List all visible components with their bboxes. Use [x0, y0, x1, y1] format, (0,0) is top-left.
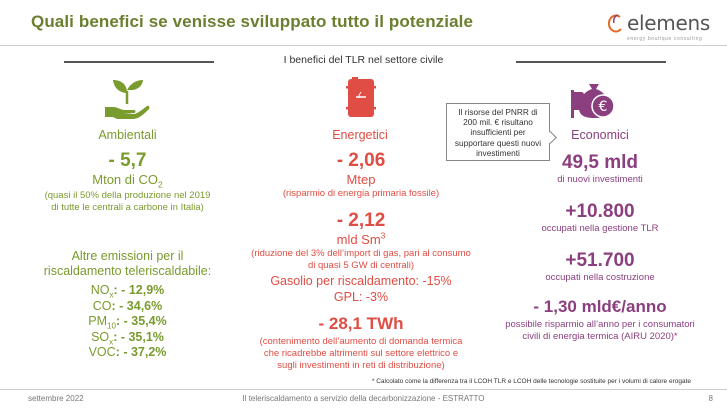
money-bag-euro-icon: € [571, 84, 615, 118]
emission-name: CO [92, 298, 112, 313]
risparmio-note: possibile risparmio all’anno per i consu… [505, 319, 695, 342]
page-title: Quali benefici se venisse sviluppato tut… [31, 12, 474, 31]
emission-name: NO [90, 283, 110, 297]
gasolio-reduction: Gasolio per riscaldamento: -15% [270, 274, 452, 288]
logo-text: elemens [627, 11, 710, 35]
emission-row: SOx: - 35,1% [40, 330, 215, 346]
footer-date: settembre 2022 [28, 394, 84, 403]
emission-row: PM10: - 35,4% [40, 314, 215, 330]
emission-subscript: x [109, 337, 114, 346]
risparmio-value: - 1,30 mld€/anno [533, 297, 667, 316]
gas-value: - 2,12 [336, 210, 386, 231]
elemens-logo: elemens energy boutique consulting [607, 11, 717, 42]
mtep-unit: Mtep [346, 172, 376, 187]
category-label-ambientali: Ambientali [98, 128, 157, 142]
gas-unit: mld Sm3 [336, 230, 386, 247]
plant-in-hand-icon [105, 80, 150, 119]
twh-value: - 28,1 TWh [318, 314, 404, 333]
energetici-block: - 2,06 Mtep (risparmio di energia primar… [250, 150, 472, 372]
logo-tagline: energy boutique consulting [627, 36, 703, 42]
mtep-note: (risparmio di energia primaria fossile) [282, 188, 440, 199]
economici-block: 49,5 mld di nuovi investimenti +10.800 o… [505, 152, 695, 343]
section-label: I benefici del TLR nel settore civile [283, 54, 444, 66]
section-line-right [516, 61, 666, 63]
mtep-value: - 2,06 [336, 150, 386, 171]
category-label-economici: Economici [571, 128, 629, 142]
other-emissions-block: Altre emissioni per il riscaldamento tel… [40, 249, 215, 361]
page-number: 8 [708, 394, 713, 403]
emission-subscript: x [109, 290, 114, 300]
footer-title: Il teleriscaldamento a servizio della de… [242, 394, 485, 403]
section-line-left [64, 61, 214, 63]
gas-note: (riduzione del 3% dell’import di gas, pa… [251, 248, 471, 271]
emission-value: : - 35,1% [113, 329, 164, 344]
pnrr-callout: Il risorse del PNRR di 200 mil. € risult… [446, 103, 550, 161]
co2-unit: Mton di CO2 [92, 172, 163, 190]
emission-row: CO: - 34,6% [40, 299, 215, 315]
emission-row: NOx: - 12,9% [40, 283, 215, 299]
gpl-reduction: GPL: -3% [333, 290, 389, 304]
co2-value: - 5,7 [108, 150, 147, 171]
emission-value: : - 35,4% [116, 314, 167, 328]
emission-name: PM [88, 314, 107, 328]
oil-barrel-icon [346, 77, 376, 117]
emission-value: : - 37,2% [115, 345, 167, 359]
investimenti-value: 49,5 mld [561, 152, 639, 173]
emission-name: SO [91, 329, 110, 344]
emission-name: VOC [88, 345, 116, 359]
emission-value: : - 34,6% [111, 298, 163, 313]
emissions-list: NOx: - 12,9% CO: - 34,6% PM10: - 35,4% SOx:… [40, 283, 215, 361]
logo-mark-icon [607, 14, 622, 33]
emission-value: : - 12,9% [113, 283, 165, 297]
investimenti-note: di nuovi investimenti [557, 174, 643, 185]
svg-text:€: € [599, 99, 608, 115]
header-divider [0, 45, 727, 46]
twh-note: (contenimento dell’aumento di domanda te… [259, 336, 463, 371]
occupati-costruzione-note: occupati nella costruzione [545, 272, 655, 283]
emission-row: VOC: - 37,2% [40, 345, 215, 361]
co2-note: (quasi il 50% della produzione nel 2019 … [44, 190, 211, 213]
other-emissions-heading: Altre emissioni per il riscaldamento tel… [43, 249, 212, 278]
ambientali-co2-block: - 5,7 Mton di CO2 (quasi il 50% della pr… [40, 150, 215, 214]
footer-divider [0, 389, 727, 390]
footnote: * Calcolato come la differenza tra il LC… [371, 378, 691, 385]
occupati-gestione-value: +10.800 [565, 201, 635, 222]
occupati-costruzione-value: +51.700 [565, 250, 635, 271]
category-label-energetici: Energetici [332, 128, 388, 142]
emission-subscript: 10 [107, 321, 117, 331]
occupati-gestione-note: occupati nella gestione TLR [541, 223, 659, 234]
